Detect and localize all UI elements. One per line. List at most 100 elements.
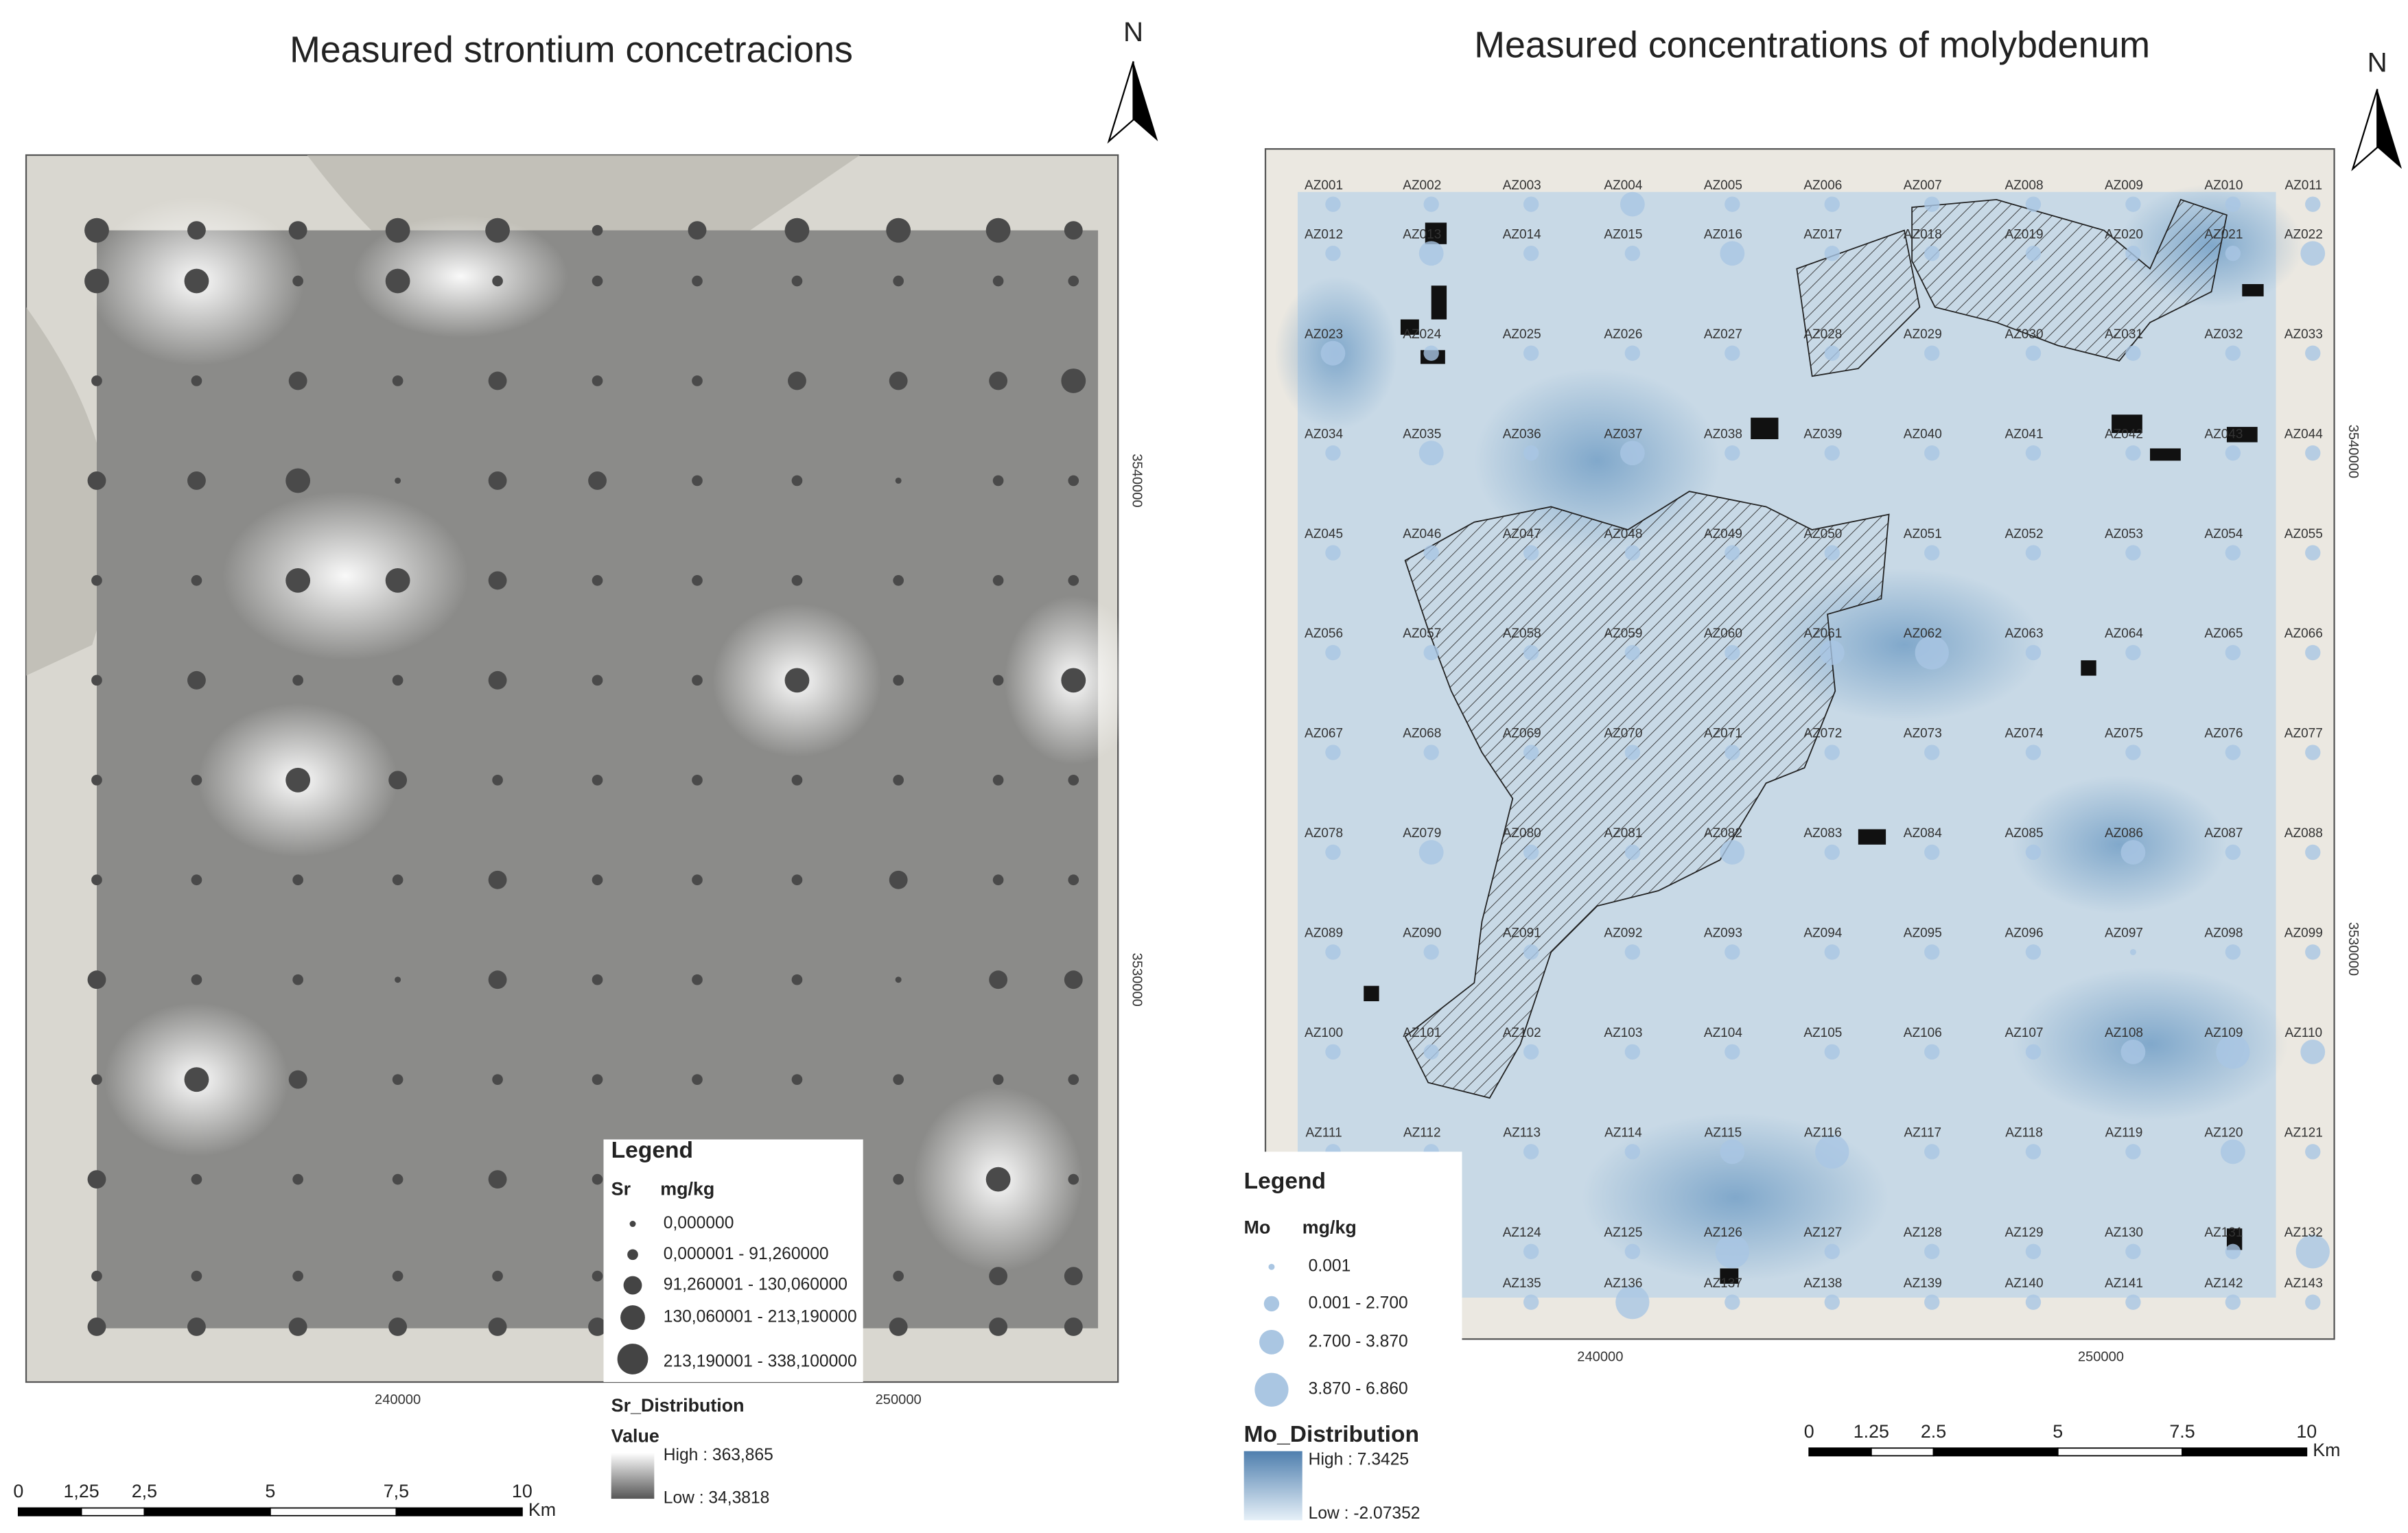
sample-point [592,675,603,686]
sample-point [2305,1144,2320,1159]
legend-ramp [1244,1451,1302,1521]
sample-point [1523,196,1539,211]
sample-label: AZ064 [2105,627,2143,641]
sample-point [2305,545,2320,560]
sample-point [1523,745,1539,760]
sample-label: AZ026 [1604,327,1642,342]
sample-point [2026,1144,2041,1159]
sample-label: AZ085 [2005,826,2044,841]
sample-point [1068,476,1079,487]
sample-point [1725,346,1740,361]
sample-point [289,372,307,390]
sample-point [2026,645,2041,660]
sample-point [2305,445,2320,460]
sample-point [1820,640,1845,665]
sample-point [2225,1244,2241,1259]
sample-point [1325,445,1340,460]
sample-point [1725,196,1740,211]
sample-label: AZ073 [1904,727,1942,741]
scale-segment [144,1508,270,1516]
sample-point [1620,441,1645,465]
legend-class: 2.700 - 3.870 [1309,1332,1408,1350]
sample-point [1825,1294,1840,1309]
sample-point [84,269,109,294]
sample-point [1523,944,1539,959]
sample-label: AZ046 [1403,527,1441,541]
sample-point [1625,645,1640,660]
sample-point [2026,196,2041,211]
sample-label: AZ052 [2005,527,2044,541]
sample-point [489,571,507,589]
sample-label: AZ114 [1604,1126,1642,1140]
sample-point [289,221,307,239]
sample-label: AZ056 [1305,627,1343,641]
sample-label: AZ094 [1803,926,1842,941]
sample-point [1523,1144,1539,1159]
sample-point [388,1318,407,1336]
sample-point [1625,845,1640,860]
sample-label: AZ001 [1305,178,1343,193]
legend-class: 130,060001 - 213,190000 [664,1308,857,1326]
sample-point [1924,346,1939,361]
sample-label: AZ015 [1604,227,1642,242]
sample-point [2026,944,2041,959]
sample-point [2026,745,2041,760]
sample-point [1068,575,1079,586]
sample-label: AZ057 [1403,627,1441,641]
legend-class: 0.001 - 2.700 [1309,1294,1408,1312]
sample-point [191,775,202,786]
sample-label: AZ105 [1803,1026,1842,1040]
scale-label: 10 [2296,1421,2317,1442]
sample-label: AZ091 [1503,926,1541,941]
sample-point [2305,346,2320,361]
right-legend: Legend Mo mg/kg 0.001 0.001 - 2.700 2.70… [1236,1151,1462,1523]
sample-label: AZ022 [2284,227,2323,242]
sample-point [989,1267,1007,1285]
sample-label: AZ071 [1704,727,1742,741]
legend-low: Low : -2.07352 [1309,1504,1421,1523]
sample-point [993,1074,1004,1085]
sample-label: AZ135 [1503,1276,1541,1291]
sample-label: AZ132 [2284,1226,2323,1240]
sample-point [393,874,404,885]
sample-label: AZ061 [1803,627,1842,641]
sample-point [191,375,202,386]
sample-point [1424,196,1439,211]
sample-point [1720,840,1744,865]
sample-label: AZ083 [1803,826,1842,841]
sample-label: AZ093 [1704,926,1742,941]
sample-point [896,976,902,983]
sample-label: AZ128 [1904,1226,1942,1240]
sample-point [1064,1267,1083,1285]
sample-label: AZ111 [1305,1126,1342,1140]
sample-point [592,1074,603,1085]
sample-label: AZ003 [1503,178,1541,193]
sample-point [1523,1044,1539,1060]
sample-point [1061,368,1086,393]
sample-label: AZ108 [2105,1026,2143,1040]
sample-point [792,476,803,487]
sample-point [1064,970,1083,989]
sample-label: AZ041 [2005,427,2044,441]
legend-class: 0,000001 - 91,260000 [664,1245,829,1263]
legend-class: 3.870 - 6.860 [1309,1380,1408,1399]
sample-point [1424,545,1439,560]
sample-label: AZ028 [1803,327,1842,342]
sample-point [2225,745,2241,760]
sample-label: AZ078 [1305,826,1343,841]
sample-label: AZ048 [1604,527,1642,541]
sample-point [993,874,1004,885]
sample-label: AZ027 [1704,327,1742,342]
sample-label: AZ060 [1704,627,1742,641]
sample-point [2125,445,2140,460]
sample-label: AZ007 [1904,178,1942,193]
sample-point [692,575,703,586]
sample-point [185,1067,209,1092]
sample-point [1825,745,1840,760]
sample-point [489,471,507,490]
sample-point [1419,441,1444,465]
sample-label: AZ070 [1604,727,1642,741]
sample-point [1523,545,1539,560]
sample-point [893,1271,904,1282]
sample-point [1064,1318,1083,1336]
